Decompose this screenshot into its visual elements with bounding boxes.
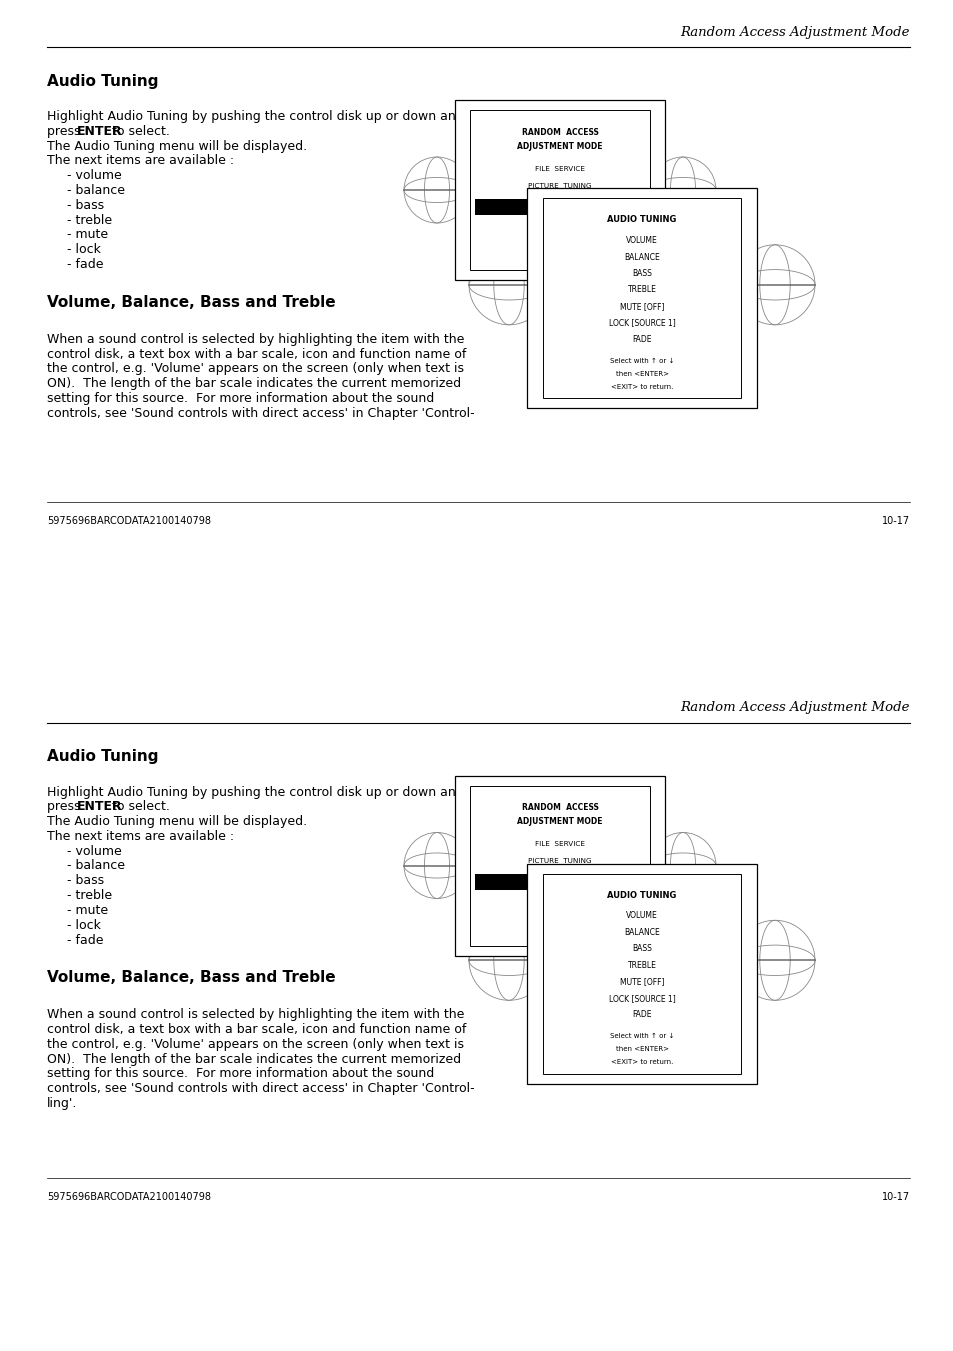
Text: Volume, Balance, Bass and Treble: Volume, Balance, Bass and Treble — [47, 970, 335, 985]
Text: then <ENTER>: then <ENTER> — [615, 1046, 668, 1052]
Text: ENTER: ENTER — [76, 124, 122, 138]
Text: ON).  The length of the bar scale indicates the current memorized: ON). The length of the bar scale indicat… — [47, 377, 460, 390]
Bar — [526, 188, 757, 408]
Text: The Audio Tuning menu will be displayed.: The Audio Tuning menu will be displayed. — [47, 815, 307, 828]
Text: LOCK [SOURCE 1]: LOCK [SOURCE 1] — [608, 319, 675, 327]
Text: ADJUSTMENT MODE: ADJUSTMENT MODE — [517, 142, 602, 151]
Text: FILE  SERVICE: FILE SERVICE — [535, 166, 584, 172]
Bar — [455, 100, 664, 280]
Text: BALANCE: BALANCE — [623, 253, 659, 262]
Text: TREBLE: TREBLE — [627, 285, 656, 295]
Text: BASS: BASS — [632, 269, 651, 278]
Text: AUDIO TUNING: AUDIO TUNING — [530, 878, 589, 884]
Text: GEOMETRY: GEOMETRY — [539, 892, 579, 897]
Text: FADE: FADE — [632, 1011, 651, 1020]
Text: control disk, a text box with a bar scale, icon and function name of: control disk, a text box with a bar scal… — [47, 1023, 466, 1036]
Text: 5975696BARCODATA2100140798: 5975696BARCODATA2100140798 — [47, 516, 211, 526]
Text: 10-17: 10-17 — [881, 1192, 909, 1201]
Text: - lock: - lock — [67, 919, 101, 932]
Bar — [526, 863, 757, 1084]
Text: MUTE [OFF]: MUTE [OFF] — [619, 978, 663, 986]
Text: ADJUSTMENT MODE: ADJUSTMENT MODE — [517, 817, 602, 827]
Text: press: press — [47, 800, 85, 813]
Text: TREBLE: TREBLE — [627, 961, 656, 970]
Text: FADE: FADE — [632, 335, 651, 345]
Text: MUTE [OFF]: MUTE [OFF] — [619, 303, 663, 311]
Text: - volume: - volume — [67, 844, 122, 858]
Text: Highlight Audio Tuning by pushing the control disk up or down and: Highlight Audio Tuning by pushing the co… — [47, 109, 463, 123]
Bar — [470, 109, 649, 270]
Text: - lock: - lock — [67, 243, 101, 257]
Text: setting for this source.  For more information about the sound: setting for this source. For more inform… — [47, 392, 434, 405]
Text: Select with ↑ or ↓: Select with ↑ or ↓ — [609, 1034, 674, 1039]
Text: Random Access Adjustment Mode: Random Access Adjustment Mode — [679, 701, 909, 715]
Text: - fade: - fade — [67, 258, 103, 272]
Text: ENTER: ENTER — [76, 800, 122, 813]
Text: When a sound control is selected by highlighting the item with the: When a sound control is selected by high… — [47, 1008, 464, 1021]
Text: BALANCE: BALANCE — [623, 928, 659, 938]
Bar — [470, 785, 649, 946]
Text: the control, e.g. 'Volume' appears on the screen (only when text is: the control, e.g. 'Volume' appears on th… — [47, 362, 463, 376]
Text: RANDOM  ACCESS: RANDOM ACCESS — [521, 804, 598, 812]
Text: - treble: - treble — [67, 889, 112, 902]
Text: VOLUME: VOLUME — [625, 236, 658, 245]
Bar — [475, 874, 644, 890]
Text: the control, e.g. 'Volume' appears on the screen (only when text is: the control, e.g. 'Volume' appears on th… — [47, 1038, 463, 1051]
Text: setting for this source.  For more information about the sound: setting for this source. For more inform… — [47, 1067, 434, 1081]
Bar — [542, 199, 740, 399]
Text: - bass: - bass — [67, 874, 104, 888]
Text: RANDOM  ACCESS: RANDOM ACCESS — [521, 128, 598, 136]
Text: 5975696BARCODATA2100140798: 5975696BARCODATA2100140798 — [47, 1192, 211, 1201]
Text: - bass: - bass — [67, 199, 104, 212]
Text: The next items are available :: The next items are available : — [47, 830, 233, 843]
Text: - treble: - treble — [67, 213, 112, 227]
Text: <EXIT> to return.: <EXIT> to return. — [610, 1059, 673, 1065]
Text: Audio Tuning: Audio Tuning — [47, 74, 158, 89]
Text: VOLUME: VOLUME — [625, 912, 658, 920]
Bar — [542, 874, 740, 1074]
Text: controls, see 'Sound controls with direct access' in Chapter 'Control-: controls, see 'Sound controls with direc… — [47, 1082, 475, 1096]
Bar — [455, 775, 664, 955]
Text: Highlight Audio Tuning by pushing the control disk up or down and: Highlight Audio Tuning by pushing the co… — [47, 785, 463, 798]
Text: to select.: to select. — [108, 800, 170, 813]
Text: The Audio Tuning menu will be displayed.: The Audio Tuning menu will be displayed. — [47, 139, 307, 153]
Text: The next items are available :: The next items are available : — [47, 154, 233, 168]
Text: to select.: to select. — [108, 124, 170, 138]
Text: AUDIO TUNING: AUDIO TUNING — [607, 215, 676, 224]
Text: - fade: - fade — [67, 934, 103, 947]
Text: PICTURE  TUNING: PICTURE TUNING — [528, 182, 591, 189]
Text: FILE  SERVICE: FILE SERVICE — [535, 842, 584, 847]
Text: BASS: BASS — [632, 944, 651, 954]
Text: ON).  The length of the bar scale indicates the current memorized: ON). The length of the bar scale indicat… — [47, 1052, 460, 1066]
Text: Select with ↑ or ↓: Select with ↑ or ↓ — [609, 358, 674, 363]
Text: Random Access Adjustment Mode: Random Access Adjustment Mode — [679, 26, 909, 39]
Text: LOCK [SOURCE 1]: LOCK [SOURCE 1] — [608, 994, 675, 1002]
Text: GEOMETRY: GEOMETRY — [539, 216, 579, 222]
Text: <EXIT> to return.: <EXIT> to return. — [610, 384, 673, 389]
Bar — [475, 199, 644, 215]
Text: 10-17: 10-17 — [881, 516, 909, 526]
Text: - volume: - volume — [67, 169, 122, 182]
Text: control disk, a text box with a bar scale, icon and function name of: control disk, a text box with a bar scal… — [47, 347, 466, 361]
Text: press: press — [47, 124, 85, 138]
Text: AUDIO TUNING: AUDIO TUNING — [607, 890, 676, 900]
Text: Audio Tuning: Audio Tuning — [47, 750, 158, 765]
Text: - mute: - mute — [67, 904, 108, 917]
Text: PICTURE  TUNING: PICTURE TUNING — [528, 858, 591, 865]
Text: - balance: - balance — [67, 859, 125, 873]
Text: Volume, Balance, Bass and Treble: Volume, Balance, Bass and Treble — [47, 295, 335, 309]
Text: controls, see 'Sound controls with direct access' in Chapter 'Control-: controls, see 'Sound controls with direc… — [47, 407, 475, 420]
Text: ling'.: ling'. — [47, 1097, 77, 1111]
Text: AUDIO TUNING: AUDIO TUNING — [530, 203, 589, 208]
Text: then <ENTER>: then <ENTER> — [615, 370, 668, 377]
Text: - balance: - balance — [67, 184, 125, 197]
Text: - mute: - mute — [67, 228, 108, 242]
Text: When a sound control is selected by highlighting the item with the: When a sound control is selected by high… — [47, 332, 464, 346]
